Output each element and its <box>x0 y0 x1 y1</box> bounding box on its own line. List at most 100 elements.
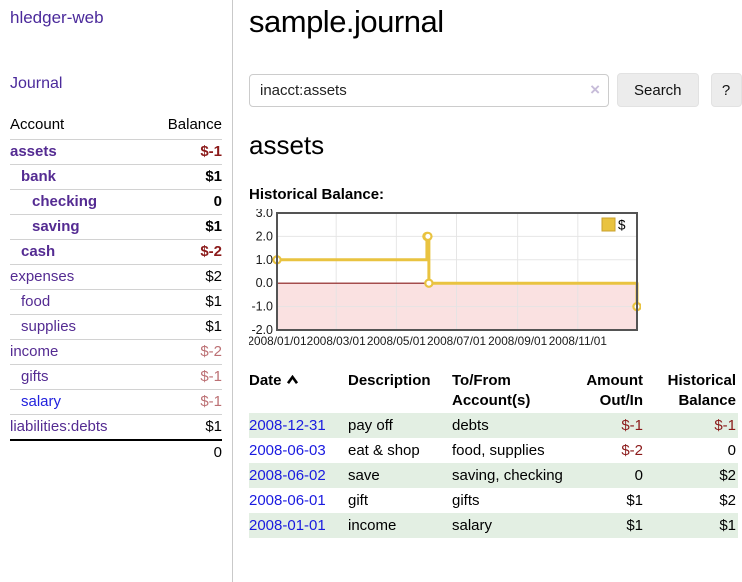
account-balance: $1 <box>146 215 222 240</box>
account-row: assets $-1 <box>10 140 222 165</box>
account-link-salary[interactable]: salary <box>21 393 61 410</box>
register-header-amount[interactable]: Amount Out/In <box>572 369 645 413</box>
account-link-gifts[interactable]: gifts <box>21 368 49 385</box>
accounts-table: Account Balance assets $-1 bank $1 checking 0… <box>10 114 222 465</box>
transaction-amount: $1 <box>572 488 645 513</box>
search-bar: × Search ? <box>249 73 742 107</box>
account-link-saving[interactable]: saving <box>32 218 80 235</box>
transaction-amount: $-1 <box>572 413 645 438</box>
clear-search-icon[interactable]: × <box>590 81 600 99</box>
transaction-accounts: food, supplies <box>452 438 572 463</box>
help-button[interactable]: ? <box>711 73 742 107</box>
historical-balance-chart: 3.02.01.00.0-1.0-2.02008/01/012008/03/01… <box>249 209 641 353</box>
account-balance: $2 <box>146 265 222 290</box>
account-balance: $1 <box>146 315 222 340</box>
account-balance: $-2 <box>146 240 222 265</box>
accounts-total-value: 0 <box>146 440 222 465</box>
transaction-balance: $2 <box>645 463 738 488</box>
register-header-description[interactable]: Description <box>348 369 452 413</box>
register-header-accounts[interactable]: To/From Account(s) <box>452 369 572 413</box>
transaction-balance: 0 <box>645 438 738 463</box>
account-row: food $1 <box>10 290 222 315</box>
x-axis-tick-label: 2008/07/01 <box>427 334 486 348</box>
x-axis-tick-label: 2008/03/01 <box>307 334 366 348</box>
account-link-cash[interactable]: cash <box>21 243 55 260</box>
register-header-date[interactable]: Date <box>249 369 348 413</box>
y-axis-tick-label: 1.0 <box>256 253 273 267</box>
accounts-header-balance: Balance <box>146 114 222 140</box>
search-input[interactable] <box>249 74 609 107</box>
sidebar: hledger-web Journal Account Balance asse… <box>0 0 233 582</box>
account-row: supplies $1 <box>10 315 222 340</box>
account-balance: $1 <box>146 290 222 315</box>
account-link-liabilities-debts[interactable]: liabilities:debts <box>10 418 108 435</box>
register-header-row: Date Description To/From Account(s) Amou… <box>249 369 738 413</box>
main-content: sample.journal × Search ? assets Histori… <box>233 0 742 582</box>
register-row[interactable]: 2008-06-03 eat & shopfood, supplies$-20 <box>249 438 738 463</box>
chart-label: Historical Balance: <box>249 186 742 203</box>
accounts-header-account: Account <box>10 114 146 140</box>
account-row: checking 0 <box>10 190 222 215</box>
transaction-amount: 0 <box>572 463 645 488</box>
data-point-marker <box>424 233 431 240</box>
account-link-supplies[interactable]: supplies <box>21 318 76 335</box>
account-link-food[interactable]: food <box>21 293 50 310</box>
transaction-amount: $-2 <box>572 438 645 463</box>
account-link-income[interactable]: income <box>10 343 58 360</box>
account-row: income $-2 <box>10 340 222 365</box>
data-point-marker <box>425 280 432 287</box>
sidebar-item-journal[interactable]: Journal <box>10 75 62 93</box>
y-axis-tick-label: 2.0 <box>256 229 273 243</box>
transaction-balance: $2 <box>645 488 738 513</box>
transaction-date-link[interactable]: 2008-01-01 <box>249 517 326 534</box>
account-link-bank[interactable]: bank <box>21 168 56 185</box>
account-row: cash $-2 <box>10 240 222 265</box>
register-header-balance[interactable]: Historical Balance <box>645 369 738 413</box>
x-axis-tick-label: 2008/01/01 <box>249 334 307 348</box>
transaction-balance: $1 <box>645 513 738 538</box>
transaction-accounts: debts <box>452 413 572 438</box>
register-row[interactable]: 2008-12-31pay offdebts$-1$-1 <box>249 413 738 438</box>
transaction-description: gift <box>348 488 452 513</box>
transaction-balance: $-1 <box>645 413 738 438</box>
y-axis-tick-label: -1.0 <box>251 300 273 314</box>
x-axis-tick-label: 2008/09/01 <box>488 334 547 348</box>
transaction-description: eat & shop <box>348 438 452 463</box>
account-row: saving $1 <box>10 215 222 240</box>
sort-ascending-icon <box>286 375 299 385</box>
account-balance: $-1 <box>146 140 222 165</box>
transaction-date-link[interactable]: 2008-06-02 <box>249 467 326 484</box>
app-title-link[interactable]: hledger-web <box>10 8 104 28</box>
page-title: sample.journal <box>249 4 742 40</box>
account-balance: $-2 <box>146 340 222 365</box>
y-axis-tick-label: 0.0 <box>256 276 273 290</box>
transaction-accounts: salary <box>452 513 572 538</box>
transaction-description: save <box>348 463 452 488</box>
account-balance: $1 <box>146 165 222 190</box>
legend-label: $ <box>618 218 626 233</box>
account-link-checking[interactable]: checking <box>32 193 97 210</box>
register-row[interactable]: 2008-06-01 giftgifts$1$2 <box>249 488 738 513</box>
transaction-description: pay off <box>348 413 452 438</box>
transaction-date-link[interactable]: 2008-06-01 <box>249 492 326 509</box>
account-row: bank $1 <box>10 165 222 190</box>
account-link-expenses[interactable]: expenses <box>10 268 74 285</box>
account-balance: $-1 <box>146 390 222 415</box>
account-balance: $-1 <box>146 365 222 390</box>
transaction-date-link[interactable]: 2008-12-31 <box>249 417 326 434</box>
transaction-description: income <box>348 513 452 538</box>
legend-swatch <box>602 218 615 231</box>
account-row: liabilities:debts$1 <box>10 415 222 441</box>
account-row: gifts $-1 <box>10 365 222 390</box>
account-heading: assets <box>249 130 742 161</box>
account-row: salary $-1 <box>10 390 222 415</box>
register-row[interactable]: 2008-01-01incomesalary$1$1 <box>249 513 738 538</box>
search-button[interactable]: Search <box>617 73 699 107</box>
register-row[interactable]: 2008-06-02 savesaving, checking0$2 <box>249 463 738 488</box>
transaction-accounts: gifts <box>452 488 572 513</box>
accounts-total-row: 0 <box>10 440 222 465</box>
account-link-assets[interactable]: assets <box>10 143 57 160</box>
account-balance: 0 <box>146 190 222 215</box>
transaction-accounts: saving, checking <box>452 463 572 488</box>
transaction-date-link[interactable]: 2008-06-03 <box>249 442 326 459</box>
